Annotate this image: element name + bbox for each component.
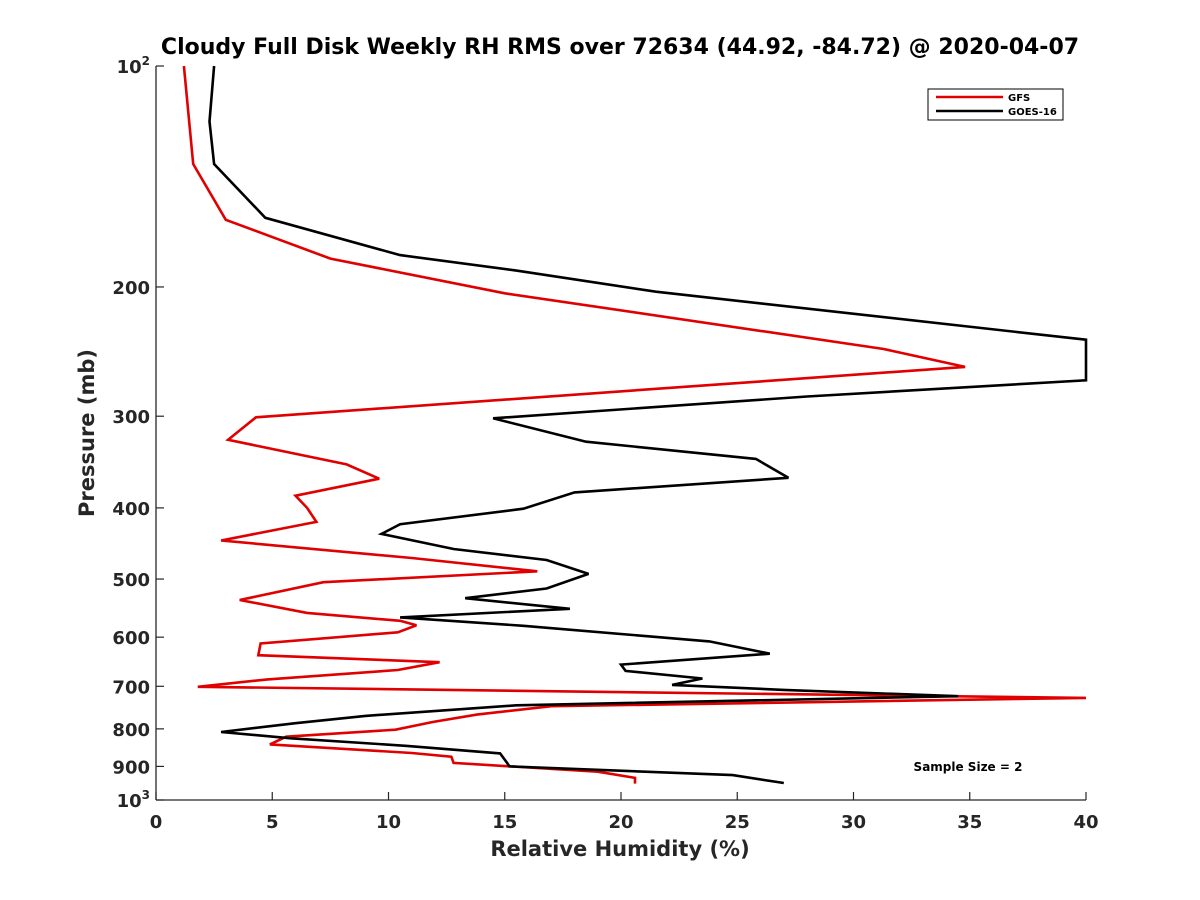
- y-tick-label: 300: [112, 407, 150, 428]
- x-tick-label: 0: [150, 812, 163, 833]
- y-tick-label: 400: [112, 499, 150, 520]
- y-axis-label: Pressure (mb): [75, 349, 99, 517]
- x-axis-label: Relative Humidity (%): [490, 837, 749, 861]
- x-axis-ticks: 0 5 10 15 20 25 30 35 40: [150, 792, 1099, 833]
- y-tick-label: 102: [117, 54, 150, 78]
- sample-size-annotation: Sample Size = 2: [914, 760, 1023, 774]
- y-tick-label: 800: [112, 720, 150, 741]
- y-tick-label: 500: [112, 570, 150, 591]
- legend-label-gfs: GFS: [1008, 93, 1030, 104]
- legend: GFS GOES-16: [927, 88, 1064, 121]
- series-line-gfs: [182, 65, 1087, 784]
- chart-title: Cloudy Full Disk Weekly RH RMS over 7263…: [161, 35, 1079, 60]
- x-tick-label: 25: [725, 812, 750, 833]
- x-tick-label: 35: [957, 812, 982, 833]
- y-tick-label: 600: [112, 628, 150, 649]
- legend-box: [927, 88, 1064, 121]
- legend-label-goes16: GOES-16: [1008, 107, 1057, 118]
- y-tick-label: 103: [117, 788, 150, 812]
- series-layer: [182, 65, 1088, 785]
- y-tick-label: 200: [112, 278, 150, 299]
- plot-area: [155, 66, 1086, 801]
- x-tick-label: 15: [492, 812, 517, 833]
- x-tick-label: 10: [376, 812, 401, 833]
- y-tick-label: 900: [112, 757, 150, 778]
- y-axis-ticks: 102 200 300 400 500 600 700 800 900 103: [112, 54, 164, 812]
- x-tick-label: 20: [608, 812, 633, 833]
- series-line-goes16: [208, 65, 1088, 785]
- y-tick-label: 700: [112, 677, 150, 698]
- x-tick-label: 30: [841, 812, 866, 833]
- x-tick-label: 40: [1073, 812, 1098, 833]
- x-tick-label: 5: [266, 812, 279, 833]
